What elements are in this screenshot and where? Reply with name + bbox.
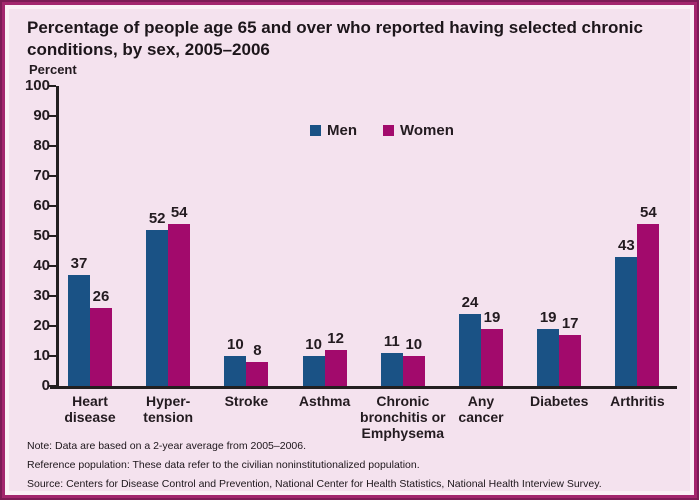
legend-swatch-icon xyxy=(310,125,321,136)
y-tick-label: 50 xyxy=(33,227,50,244)
x-category-label: Hyper- tension xyxy=(143,393,194,425)
bar-women xyxy=(168,224,191,386)
y-tick-label: 30 xyxy=(33,287,50,304)
bar-value-label: 11 xyxy=(383,333,400,350)
legend-label: Women xyxy=(400,122,454,139)
bar-men xyxy=(302,356,325,386)
y-tick-label: 80 xyxy=(33,137,50,154)
y-tick-mark xyxy=(48,204,56,208)
bar-value-label: 19 xyxy=(483,309,501,326)
bar-men xyxy=(68,275,90,386)
bar-women xyxy=(559,335,582,386)
bar-value-label: 10 xyxy=(305,336,322,353)
y-axis-unit-label: Percent xyxy=(29,62,77,77)
bar-men xyxy=(537,329,560,386)
bar-women xyxy=(402,356,425,386)
y-tick-label: 70 xyxy=(33,167,50,184)
y-tick-mark xyxy=(48,324,56,328)
x-category-label: Chronic bronchitis or Emphysema xyxy=(360,393,446,441)
bar-value-label: 52 xyxy=(148,210,166,227)
y-axis-line xyxy=(56,86,59,388)
figure-background xyxy=(5,5,694,495)
x-category-label: Any cancer xyxy=(458,393,504,425)
bar-women xyxy=(246,362,269,386)
note-text: Note: Data are based on a 2-year average… xyxy=(27,440,307,452)
y-tick-mark xyxy=(48,354,56,358)
x-category-label: Arthritis xyxy=(610,393,665,409)
bar-value-label: 26 xyxy=(92,288,110,305)
y-tick-mark xyxy=(48,114,56,118)
x-axis-line xyxy=(50,386,677,389)
y-tick-label: 60 xyxy=(33,197,50,214)
bar-value-label: 10 xyxy=(405,336,423,353)
y-tick-label: 100 xyxy=(24,77,50,94)
bar-value-label: 19 xyxy=(539,309,557,326)
x-category-label: Diabetes xyxy=(530,393,589,409)
x-category-label: Heart disease xyxy=(64,393,116,425)
bar-value-label: 54 xyxy=(640,204,657,221)
legend-swatch-icon xyxy=(383,125,394,136)
bar-value-label: 43 xyxy=(618,237,635,254)
y-tick-label: 90 xyxy=(33,107,50,124)
bar-men xyxy=(459,314,481,386)
legend-label: Men xyxy=(327,122,357,139)
bar-men xyxy=(146,230,169,386)
bar-value-label: 54 xyxy=(170,204,188,221)
y-tick-mark xyxy=(48,264,56,268)
y-tick-label: 0 xyxy=(41,377,50,394)
bar-value-label: 37 xyxy=(70,255,88,272)
bar-value-label: 17 xyxy=(561,315,579,332)
bar-men xyxy=(380,353,403,386)
bar-women xyxy=(90,308,112,386)
chart-title: Percentage of people age 65 and over who… xyxy=(27,18,643,59)
bar-men xyxy=(615,257,638,386)
x-category-label: Stroke xyxy=(224,393,269,409)
y-tick-mark xyxy=(48,174,56,178)
x-category-label: Asthma xyxy=(298,393,351,409)
reference-population-text: Reference population: These data refer t… xyxy=(27,459,420,471)
bar-women xyxy=(324,350,347,386)
bar-women xyxy=(637,224,660,386)
source-text: Source: Centers for Disease Control and … xyxy=(27,478,602,490)
bar-women xyxy=(481,329,503,386)
y-tick-mark xyxy=(48,144,56,148)
bar-value-label: 12 xyxy=(327,330,344,347)
bar-value-label: 10 xyxy=(227,336,244,353)
y-tick-label: 20 xyxy=(33,317,50,334)
legend-item-women: Women xyxy=(383,122,454,139)
bar-value-label: 24 xyxy=(461,294,479,311)
y-tick-mark xyxy=(48,234,56,238)
bar-value-label: 8 xyxy=(253,342,262,359)
y-tick-label: 10 xyxy=(33,347,50,364)
legend-item-men: Men xyxy=(310,122,357,139)
y-tick-mark xyxy=(48,294,56,298)
legend: Men Women xyxy=(310,122,480,139)
y-tick-label: 40 xyxy=(33,257,50,274)
bar-men xyxy=(224,356,247,386)
y-tick-mark xyxy=(48,84,56,88)
